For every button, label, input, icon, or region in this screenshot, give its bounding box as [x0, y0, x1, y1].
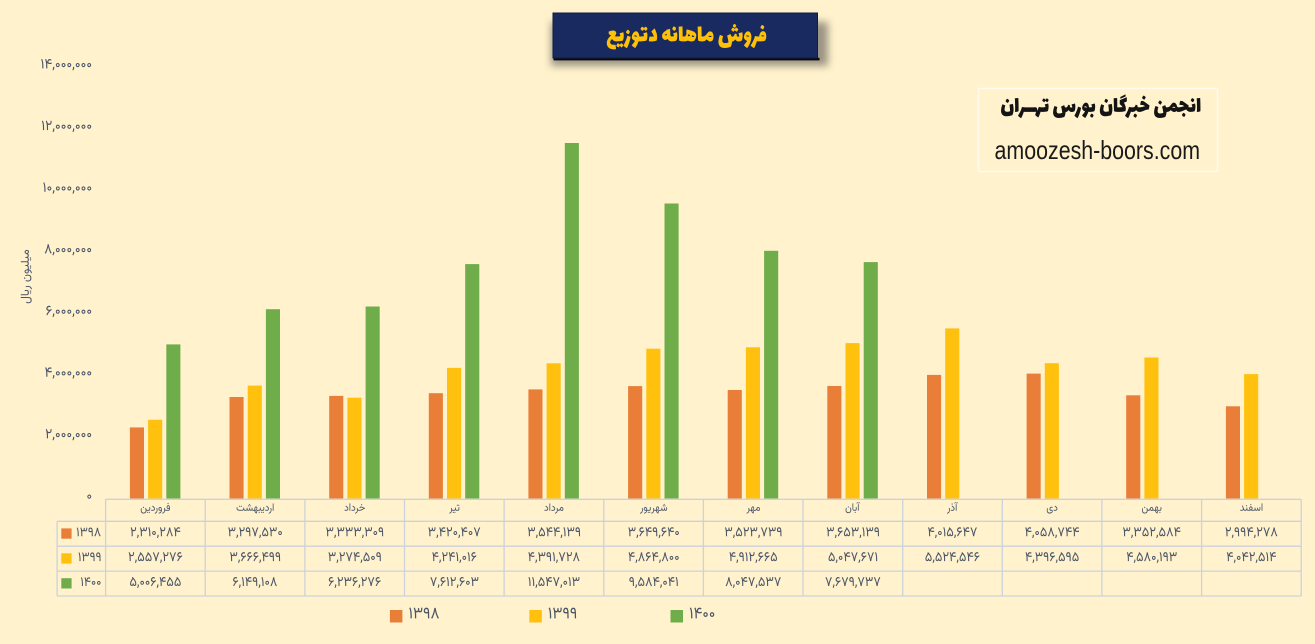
svg-text:amoozesh-boors.com: amoozesh-boors.com: [995, 135, 1201, 165]
